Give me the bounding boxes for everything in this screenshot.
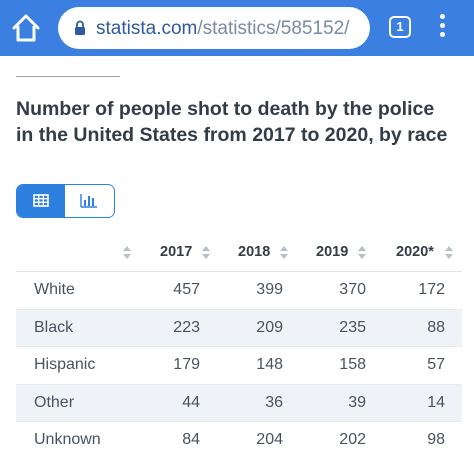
column-header-2017[interactable]: 2017 [160,244,193,260]
bar-chart-icon [80,194,97,208]
sort-icon[interactable] [202,246,210,260]
table-cell: 179 [173,356,200,374]
table-cell: 148 [256,356,283,374]
table-cell: 204 [256,431,283,449]
table-icon [33,194,49,207]
page-title: Number of people shot to death by the po… [16,98,448,146]
column-header-2019[interactable]: 2019 [316,244,349,260]
row-divider [16,308,462,310]
table-cell: 36 [265,393,283,411]
table-cell: 98 [427,431,445,449]
table-cell: 57 [427,356,445,374]
table-view-button[interactable] [17,185,65,217]
lock-icon [75,20,85,35]
url-text: statista.com/statistics/585152/ [96,18,364,40]
row-label: Other [34,393,75,411]
table-cell: 158 [339,356,366,374]
table-cell: 172 [418,281,445,298]
address-bar[interactable]: statista.com/statistics/585152/ [58,7,370,49]
table-cell: 399 [256,281,283,298]
sort-icon[interactable] [445,246,453,260]
chart-view-button[interactable] [65,185,114,217]
table-cell: 39 [348,393,366,411]
row-label: White [34,281,75,298]
view-toggle [16,184,115,218]
table-cell: 44 [182,393,200,411]
column-header-2020[interactable]: 2020* [396,244,434,260]
url-path: /statistics/585152/ [197,18,350,39]
table-cell: 370 [339,281,366,298]
url-domain: statista.com [96,18,198,39]
table-row: Hispanic 179 148 158 57 [16,347,462,385]
table-cell: 235 [339,318,366,336]
row-divider [16,346,462,348]
home-button[interactable] [8,12,44,44]
table-row: Other 44 36 39 14 [16,384,462,423]
browser-toolbar: statista.com/statistics/585152/ 1 [0,0,474,56]
sort-icon[interactable] [123,246,131,260]
table-cell: 202 [339,431,366,449]
sort-icon[interactable] [358,246,366,260]
more-vert-icon[interactable] [436,14,448,42]
sort-icon[interactable] [280,246,288,260]
table-row: Unknown 84 204 202 98 [16,422,462,460]
table-cell: 88 [427,318,445,336]
row-label: Unknown [34,431,101,449]
table-cell: 457 [173,281,200,298]
row-divider [16,421,462,423]
table-row: White 457 399 370 172 [16,272,462,310]
table-cell: 209 [256,318,283,336]
tab-switcher-button[interactable]: 1 [389,16,411,38]
statistics-table: 2017 2018 2019 2020* White 457 399 370 1… [16,234,462,460]
row-label: Black [34,318,74,336]
table-row: Black 223 209 235 88 [16,309,462,348]
table-cell: 84 [182,431,200,449]
divider [16,76,120,77]
row-divider [16,383,462,385]
table-header: 2017 2018 2019 2020* [16,234,462,272]
home-icon [12,14,40,42]
table-cell: 223 [173,318,200,336]
row-label: Hispanic [34,356,96,374]
column-header-2018[interactable]: 2018 [238,244,271,260]
table-cell: 14 [427,393,445,411]
